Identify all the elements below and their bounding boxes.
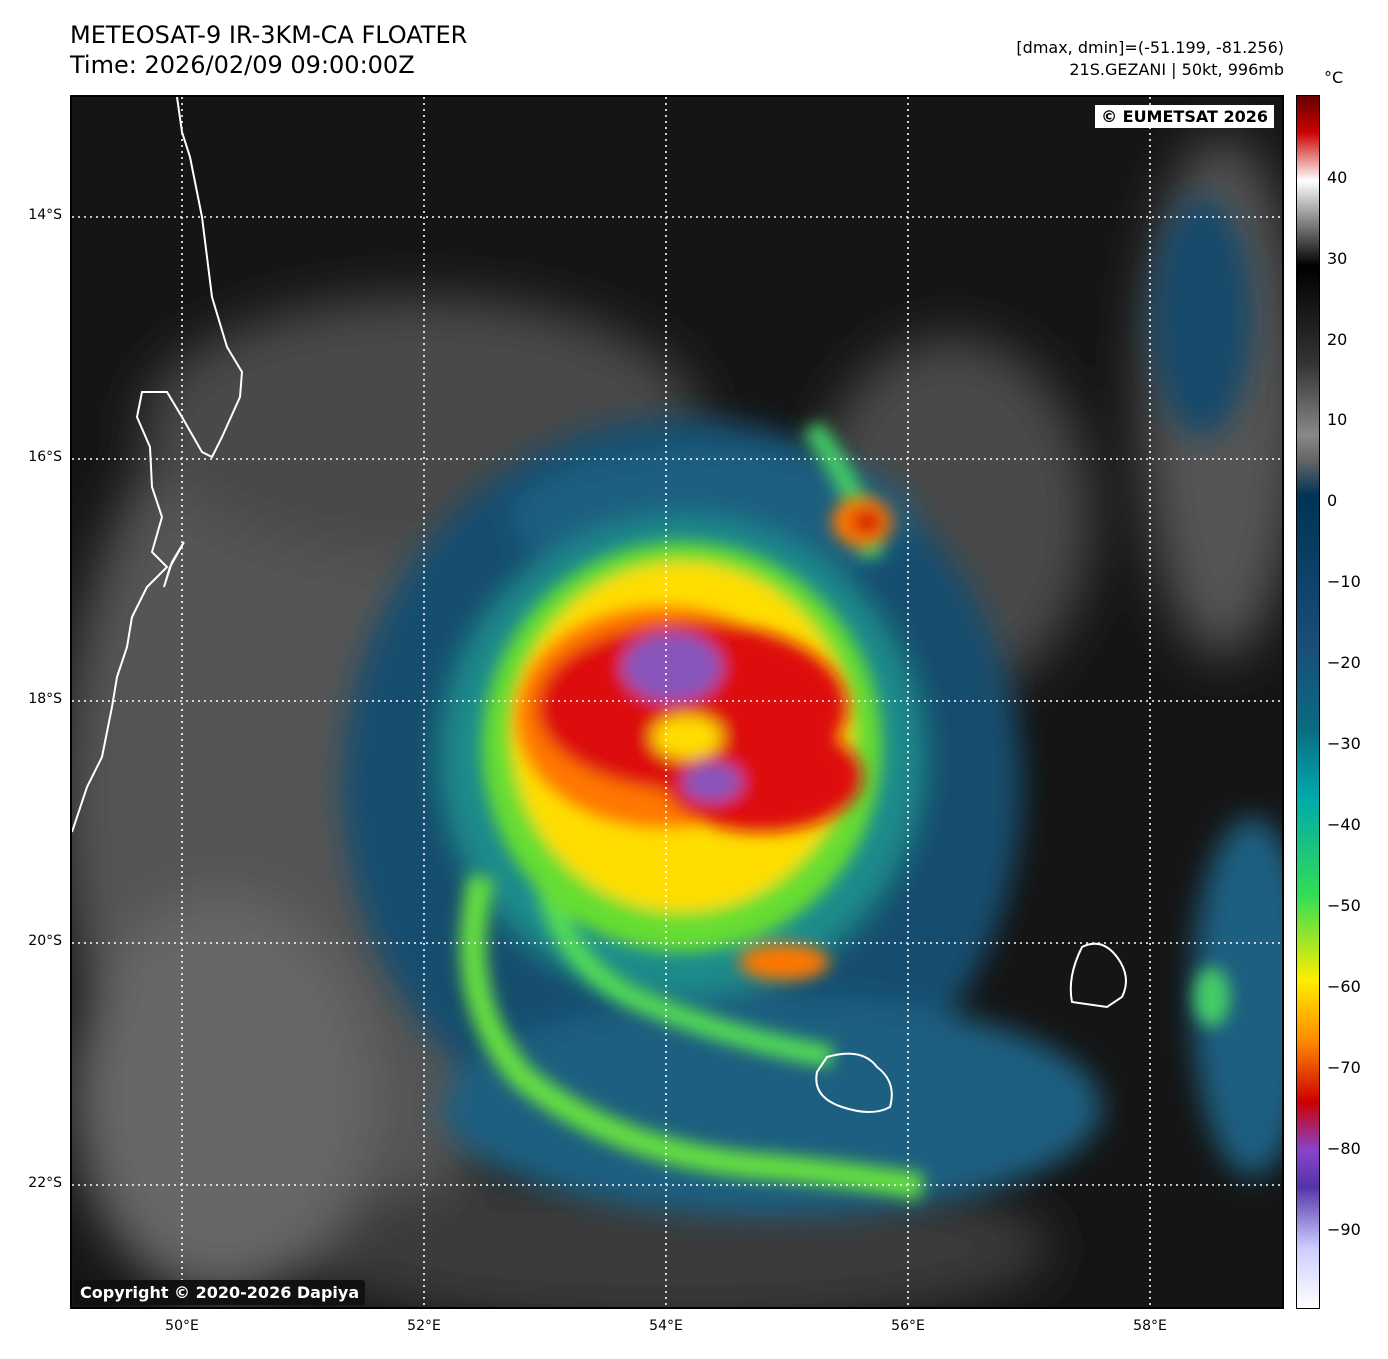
- lat-label-14s: 14°S: [28, 207, 62, 223]
- storm-core: [517, 497, 892, 832]
- satellite-image: [72, 97, 1282, 1307]
- colorbar-label-minus50: −50: [1327, 896, 1361, 915]
- satellite-map: © EUMETSAT 2026 Copyright © 2020-2026 Da…: [70, 95, 1284, 1309]
- colorbar-label-minus10: −10: [1327, 572, 1361, 591]
- colorbar-label-minus90: −90: [1327, 1220, 1361, 1239]
- storm-info: [dmax, dmin]=(-51.199, -81.256) 21S.GEZA…: [1016, 37, 1284, 81]
- info-storm: 21S.GEZANI | 50kt, 996mb: [1069, 60, 1284, 79]
- lon-label-56e: 56°E: [891, 1318, 925, 1334]
- lat-label-22s: 22°S: [28, 1175, 62, 1191]
- chart-title: METEOSAT-9 IR-3KM-CA FLOATER Time: 2026/…: [70, 20, 467, 80]
- colorbar-label-20: 20: [1327, 330, 1348, 349]
- colorbar-label-minus60: −60: [1327, 977, 1361, 996]
- mauritius-outline: [1069, 942, 1127, 1009]
- grid-lines: [72, 97, 1282, 1307]
- lon-label-52e: 52°E: [407, 1318, 441, 1334]
- colorbar-label-30: 30: [1327, 249, 1348, 268]
- colorbar: [1296, 95, 1320, 1309]
- colorbar-label-minus40: −40: [1327, 815, 1361, 834]
- colorbar-label-0: 0: [1327, 491, 1338, 510]
- colorbar-label-minus30: −30: [1327, 734, 1361, 753]
- lat-label-16s: 16°S: [28, 449, 62, 465]
- colorbar-label-minus20: −20: [1327, 653, 1361, 672]
- lon-label-58e: 58°E: [1133, 1318, 1167, 1334]
- colorbar-label-40: 40: [1327, 168, 1348, 187]
- reunion-outline: [815, 1052, 893, 1113]
- title-line-2: Time: 2026/02/09 09:00:00Z: [70, 51, 415, 79]
- info-range: [dmax, dmin]=(-51.199, -81.256): [1016, 38, 1284, 57]
- eumetsat-badge: © EUMETSAT 2026: [1095, 105, 1274, 128]
- colorbar-label-10: 10: [1327, 410, 1348, 429]
- title-line-1: METEOSAT-9 IR-3KM-CA FLOATER: [70, 21, 468, 49]
- lat-label-18s: 18°S: [28, 691, 62, 707]
- lon-label-50e: 50°E: [165, 1318, 199, 1334]
- lat-label-20s: 20°S: [28, 933, 62, 949]
- coastlines: [72, 97, 1127, 1113]
- colorbar-unit: °C: [1324, 68, 1344, 87]
- lon-label-54e: 54°E: [649, 1318, 683, 1334]
- copyright-badge: Copyright © 2020-2026 Dapiya: [74, 1280, 366, 1305]
- colorbar-label-minus80: −80: [1327, 1139, 1361, 1158]
- colorbar-label-minus70: −70: [1327, 1058, 1361, 1077]
